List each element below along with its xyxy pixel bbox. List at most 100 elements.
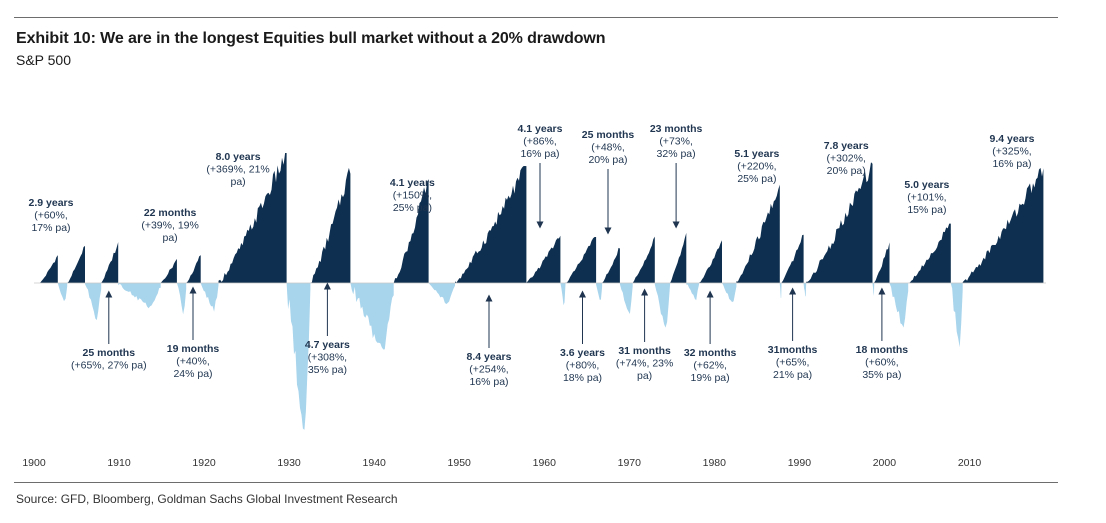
bear-market-area (950, 283, 963, 348)
annotation-label: pa) (231, 176, 246, 188)
bull-market-area (699, 240, 722, 283)
annotation-label: (+65%, 27% pa) (71, 360, 147, 372)
bull-market-area (67, 245, 85, 283)
annotation-label: 18 months (856, 344, 909, 356)
annotation-label: 25% pa) (393, 202, 432, 214)
annotation-label: 35% pa) (862, 369, 901, 381)
x-tick-label: 1990 (788, 457, 812, 469)
annotation-label: 25 months (83, 347, 136, 359)
annotation-label: (+302%, (826, 153, 865, 165)
bull-market-area (393, 179, 429, 283)
bull-market-area (160, 258, 177, 283)
annotation-label: (+65%, (776, 357, 810, 369)
bull-market-area (908, 223, 951, 283)
bear-market-area (57, 283, 68, 302)
x-tick-label: 1980 (703, 457, 727, 469)
bear-market-area (596, 283, 603, 300)
bull-market-area (455, 166, 527, 283)
annotation-label: 4.7 years (305, 339, 350, 351)
annotation-label: (+39%, 19% (141, 220, 199, 232)
bull-market-area (565, 237, 597, 283)
bear-market-area (779, 283, 782, 298)
bear-market-area (619, 283, 633, 314)
annotation-label: 19 months (167, 343, 220, 355)
annotation-label: (+308%, (308, 352, 347, 364)
annotation-label: (+74%, 23% (616, 358, 674, 370)
source-note: Source: GFD, Bloomberg, Goldman Sachs Gl… (16, 492, 398, 506)
annotation-label: 16% pa) (992, 158, 1031, 170)
annotation-label: pa) (163, 232, 178, 244)
bull-market-area (186, 255, 201, 283)
top-rule (14, 17, 1058, 18)
annotation-label: (+80%, (566, 360, 600, 372)
bull-market-area (736, 184, 780, 283)
bull-market-area (526, 235, 561, 283)
bull-market-area (310, 167, 351, 283)
annotation-label: (+325%, (992, 146, 1031, 158)
annotation-label: 5.1 years (734, 148, 779, 160)
annotation-label: 31 months (618, 345, 671, 357)
x-tick-label: 1960 (533, 457, 557, 469)
annotation-label: 25% pa) (737, 173, 776, 185)
annotation-label: 20% pa) (588, 154, 627, 166)
bear-market-area (350, 283, 394, 350)
annotation-label: (+220%, (737, 161, 776, 173)
annotation-label: 19% pa) (691, 372, 730, 384)
annotation-label: 17% pa) (31, 222, 70, 234)
annotation-label: 2.9 years (29, 197, 74, 209)
x-tick-label: 1950 (448, 457, 472, 469)
bear-market-area (428, 283, 455, 305)
bear-market-area (654, 283, 671, 328)
x-tick-label: 1970 (618, 457, 642, 469)
annotation-label: 3.6 years (560, 347, 605, 359)
annotation-label: 5.0 years (904, 179, 949, 191)
bear-market-area (176, 283, 187, 315)
annotation-label: 32% pa) (657, 148, 696, 160)
chart-subtitle: S&P 500 (16, 52, 72, 68)
annotation-label: 18% pa) (563, 372, 602, 384)
annotation-label: 9.4 years (990, 133, 1035, 145)
x-tick-label: 2000 (873, 457, 897, 469)
x-tick-label: 1920 (192, 457, 216, 469)
bull-market-area (602, 247, 620, 283)
bull-market-area (806, 162, 873, 283)
bull-market-area (781, 234, 804, 283)
bear-market-area (872, 283, 875, 296)
bear-market-area (118, 283, 161, 309)
annotation-label: 25 months (582, 129, 635, 141)
annotation-label: 8.4 years (467, 351, 512, 363)
bear-market-area (85, 283, 102, 321)
bull-market-area (40, 255, 58, 283)
annotation-label: 16% pa) (469, 376, 508, 388)
bear-market-area (560, 283, 566, 306)
bear-market-area (286, 283, 311, 430)
annotation-label: 21% pa) (773, 369, 812, 381)
annotation-label: 35% pa) (308, 364, 347, 376)
bull-market-area (962, 167, 1044, 283)
bear-market-area (200, 283, 219, 312)
bull-market-area (670, 232, 687, 283)
annotation-label: 22 months (144, 207, 197, 219)
annotation-label: 4.1 years (518, 123, 563, 135)
annotation-label: 20% pa) (827, 165, 866, 177)
chart-title: Exhibit 10: We are in the longest Equiti… (16, 30, 606, 47)
annotation-label: (+369%, 21% (206, 164, 269, 176)
bull-market-area (632, 236, 655, 283)
bear-market-area (722, 283, 737, 303)
x-tick-label: 1930 (277, 457, 301, 469)
annotation-label: 4.1 years (390, 177, 435, 189)
annotation-label: 7.8 years (824, 140, 869, 152)
x-tick-label: 1900 (22, 457, 46, 469)
annotation-label: 8.0 years (216, 151, 261, 163)
bear-market-area (803, 283, 807, 297)
annotation-label: (+73%, (659, 136, 693, 148)
annotation-label: 32 months (684, 347, 737, 359)
annotation-label: (+86%, (523, 136, 557, 148)
annotation-label: 15% pa) (907, 204, 946, 216)
bear-market-area (889, 283, 909, 328)
annotation-label: (+48%, (591, 142, 625, 154)
x-tick-label: 2010 (958, 457, 982, 469)
x-tick-label: 1910 (107, 457, 131, 469)
bottom-rule (14, 482, 1058, 483)
